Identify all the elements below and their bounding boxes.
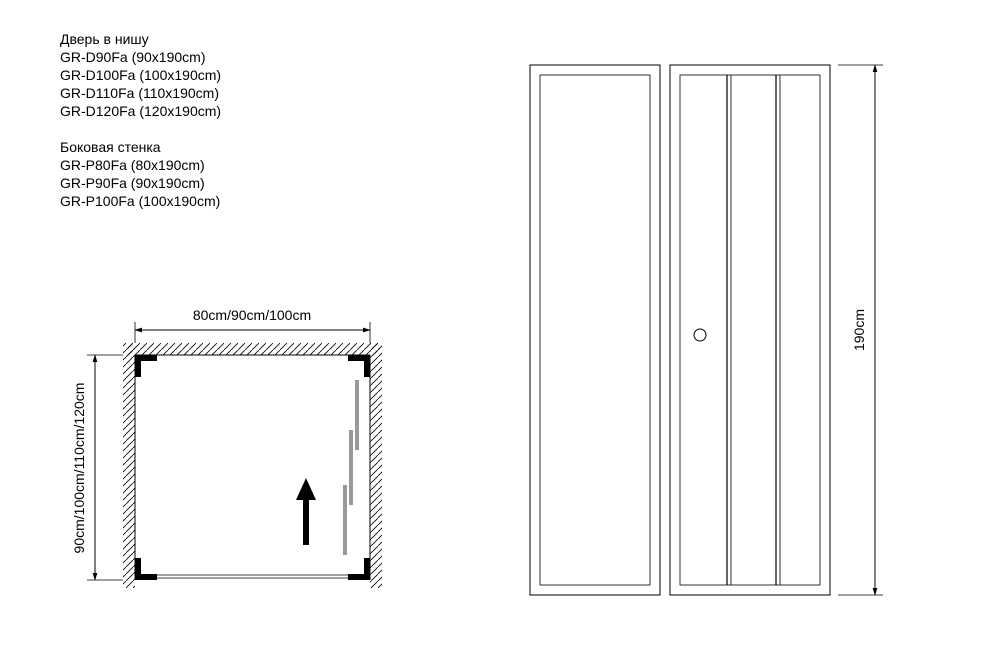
handle-icon <box>694 329 706 341</box>
dim-top: 80cm/90cm/100cm <box>135 307 370 343</box>
dim-height: 190cm <box>838 65 883 595</box>
front-view: 190cm <box>530 65 883 595</box>
dim-left-label: 90cm/100cm/110cm/120cm <box>71 383 87 554</box>
plan-view: 80cm/90cm/100cm 90cm/100cm/110cm/120cm <box>71 307 382 588</box>
dim-top-label: 80cm/90cm/100cm <box>193 307 311 323</box>
dim-left: 90cm/100cm/110cm/120cm <box>71 355 123 580</box>
dim-height-label: 190cm <box>851 309 867 351</box>
open-arrow-icon <box>296 478 316 545</box>
diagram-svg: 80cm/90cm/100cm 90cm/100cm/110cm/120cm <box>0 0 1000 667</box>
